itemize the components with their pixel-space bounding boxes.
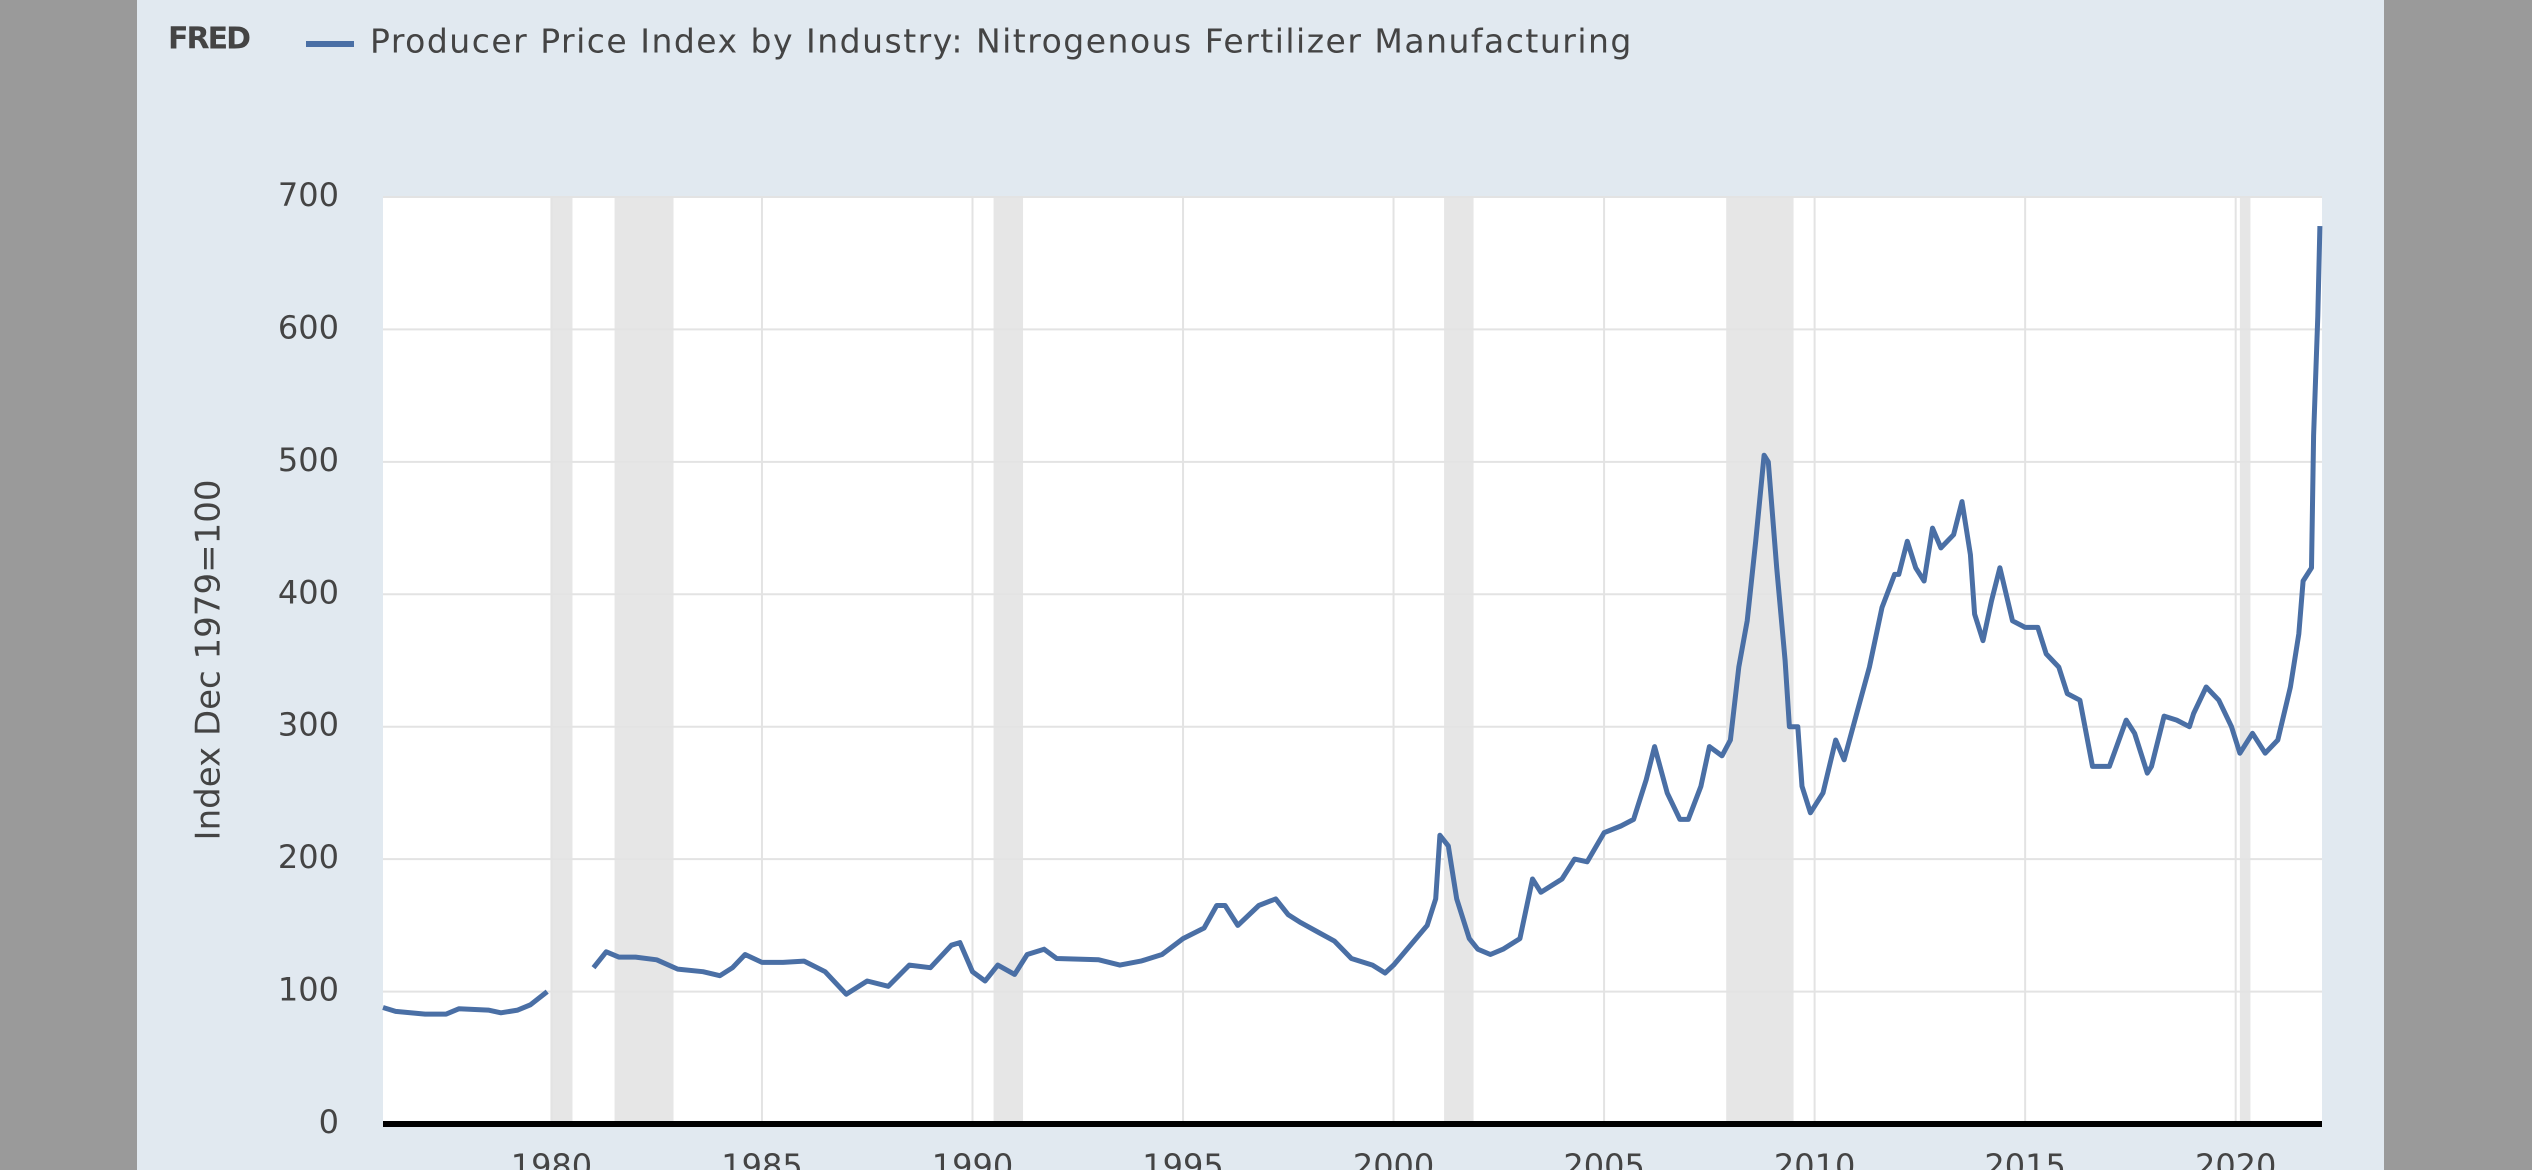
y-tick-label: 200: [278, 838, 339, 876]
brand-logo: FRED: [168, 22, 250, 57]
x-tick-label: 2010: [1774, 1147, 1855, 1170]
y-tick-label: 700: [278, 176, 339, 214]
x-tick-label: 1995: [1142, 1147, 1223, 1170]
recession-band: [2239, 197, 2251, 1124]
recession-band: [551, 197, 573, 1124]
x-tick-label: 2015: [1984, 1147, 2065, 1170]
recession-band: [1444, 197, 1474, 1124]
x-tick-label: 2005: [1563, 1147, 1644, 1170]
recession-band: [993, 197, 1024, 1124]
recession-band: [1726, 197, 1794, 1124]
x-tick-label: 1980: [511, 1147, 592, 1170]
y-tick-label: 0: [319, 1103, 339, 1141]
recession-band: [614, 197, 674, 1124]
y-tick-label: 100: [278, 971, 339, 1009]
x-tick-label: 2020: [2195, 1147, 2276, 1170]
x-tick-label: 2000: [1353, 1147, 1434, 1170]
data-line: [591, 226, 2323, 997]
y-tick-label: 600: [278, 308, 339, 346]
y-axis-label: Index Dec 1979=100: [189, 480, 229, 841]
legend-label: Producer Price Index by Industry: Nitrog…: [370, 22, 1633, 61]
data-line: [382, 989, 549, 1017]
y-tick-label: 300: [278, 706, 339, 744]
x-tick-label: 1990: [932, 1147, 1013, 1170]
y-tick-label: 500: [278, 441, 339, 479]
y-tick-label: 400: [278, 573, 339, 611]
plot-area: [383, 197, 2322, 1124]
x-tick-label: 1985: [721, 1147, 802, 1170]
